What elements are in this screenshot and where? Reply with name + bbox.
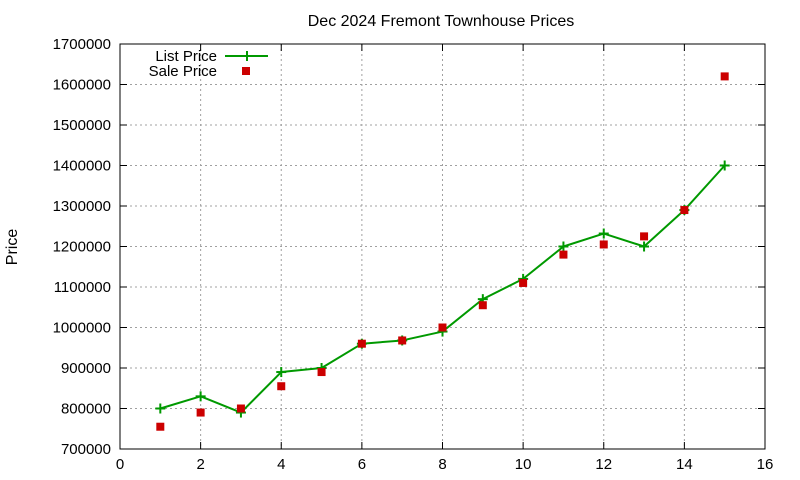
x-tick-label: 4 [277,456,285,473]
data-point-sale-price [478,301,487,310]
x-tick-label: 16 [757,456,774,473]
y-tick-label: 1400000 [53,158,111,175]
data-point-sale-price [519,278,528,287]
x-tick-label: 6 [358,456,366,473]
series-layer [155,72,730,431]
y-tick-label: 1000000 [53,320,111,337]
y-axis-label: Price [4,229,21,266]
y-tick-label: 1500000 [53,117,111,134]
data-point-list-price [598,228,609,239]
y-tick-label: 1100000 [54,279,111,296]
y-tick-label: 900000 [61,360,111,377]
y-tick-label: 1700000 [53,36,111,53]
data-point-sale-price [277,382,286,391]
data-point-list-price [195,391,206,402]
x-tick-label: 2 [196,456,204,473]
data-point-sale-price [438,323,447,332]
chart-title: Dec 2024 Fremont Townhouse Prices [308,13,575,30]
data-point-list-price [639,241,650,252]
x-tick-label: 14 [676,456,693,473]
x-tick-label: 10 [515,456,532,473]
y-tick-label: 700000 [61,441,111,458]
x-tick-label: 0 [116,456,124,473]
data-point-sale-price [398,336,407,345]
data-point-list-price [276,367,287,378]
y-tick-label: 1200000 [53,239,111,256]
y-tick-label: 800000 [61,401,111,418]
data-point-sale-price [317,368,326,377]
legend-label-list-price: List Price [155,48,217,65]
legend-marker-list-price [242,51,252,61]
legend-label-sale-price: Sale Price [149,63,217,80]
y-tick-label: 1300000 [53,198,111,215]
data-point-sale-price [196,408,205,417]
data-point-sale-price [640,232,649,241]
data-point-sale-price [599,240,608,249]
data-point-sale-price [720,72,729,81]
x-tick-label: 12 [595,456,612,473]
data-point-list-price [558,241,569,252]
legend-swatch-sale-price [242,67,250,75]
data-point-list-price [719,160,730,171]
data-point-sale-price [357,339,366,348]
tick-layer: 0 2 4 6 8 10 12 14 16 700000 800000 900000 1000000 11… [53,36,774,473]
data-point-sale-price [559,250,568,259]
data-point-sale-price [236,404,245,413]
y-tick-label: 1600000 [53,77,111,94]
grid-layer [120,44,765,449]
legend: List Price Sale Price [149,48,268,80]
data-point-list-price [155,403,166,414]
x-tick-label: 8 [438,456,446,473]
data-point-sale-price [156,422,165,431]
data-point-sale-price [680,206,689,215]
